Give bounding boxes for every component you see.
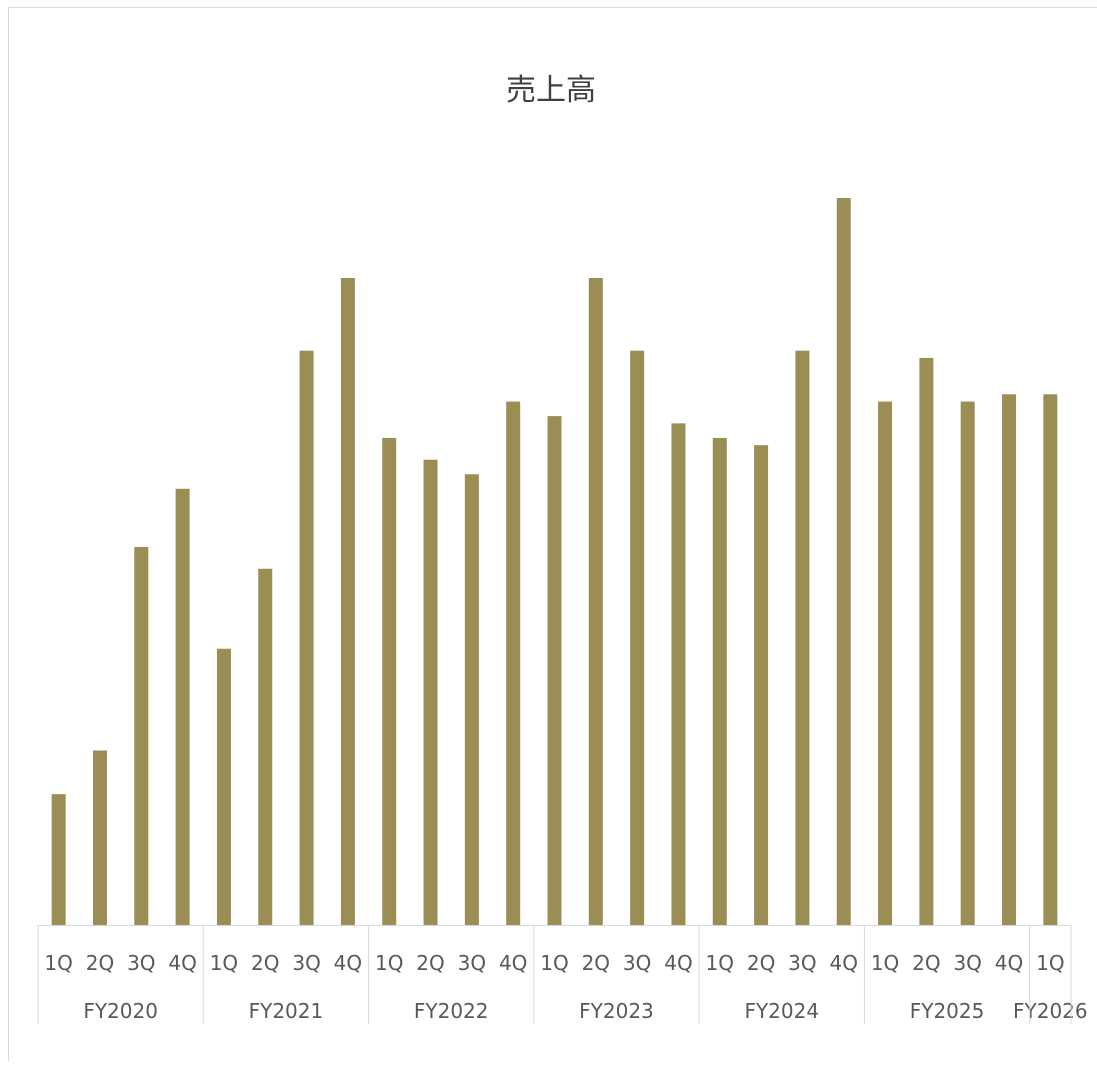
bar bbox=[341, 278, 355, 925]
bar bbox=[671, 423, 685, 925]
x-tick-label: 4Q bbox=[995, 951, 1023, 975]
x-tick-label: 3Q bbox=[292, 951, 320, 975]
bar bbox=[424, 460, 438, 925]
x-tick-label: 4Q bbox=[334, 951, 362, 975]
x-group-label: FY2021 bbox=[249, 999, 324, 1023]
x-tick-label: 1Q bbox=[44, 951, 72, 975]
x-tick-label: 3Q bbox=[788, 951, 816, 975]
x-group-label: FY2020 bbox=[83, 999, 158, 1023]
x-tick-label: 3Q bbox=[458, 951, 486, 975]
x-tick-label: 1Q bbox=[375, 951, 403, 975]
bar bbox=[548, 416, 562, 925]
bar bbox=[382, 438, 396, 925]
bar bbox=[961, 402, 975, 925]
x-tick-label: 2Q bbox=[86, 951, 114, 975]
bar bbox=[713, 438, 727, 925]
bar bbox=[630, 351, 644, 925]
bar bbox=[52, 794, 66, 925]
x-tick-label: 4Q bbox=[664, 951, 692, 975]
bar bbox=[300, 351, 314, 925]
bar bbox=[919, 358, 933, 925]
x-tick-label: 4Q bbox=[830, 951, 858, 975]
bar bbox=[589, 278, 603, 925]
x-tick-label: 3Q bbox=[127, 951, 155, 975]
bar bbox=[795, 351, 809, 925]
x-tick-label: 4Q bbox=[168, 951, 196, 975]
x-tick-label: 4Q bbox=[499, 951, 527, 975]
x-tick-label: 2Q bbox=[416, 951, 444, 975]
bar bbox=[506, 402, 520, 925]
x-tick-label: 3Q bbox=[953, 951, 981, 975]
x-tick-label: 1Q bbox=[871, 951, 899, 975]
bar bbox=[217, 649, 231, 925]
x-tick-label: 2Q bbox=[251, 951, 279, 975]
x-group-label: FY2023 bbox=[579, 999, 654, 1023]
bar bbox=[176, 489, 190, 925]
x-tick-label: 1Q bbox=[540, 951, 568, 975]
bar bbox=[93, 751, 107, 925]
x-tick-label: 1Q bbox=[1036, 951, 1064, 975]
bar bbox=[837, 198, 851, 925]
x-tick-label: 3Q bbox=[623, 951, 651, 975]
x-group-label: FY2026 bbox=[1013, 999, 1088, 1023]
x-group-label: FY2025 bbox=[910, 999, 985, 1023]
x-tick-label: 2Q bbox=[912, 951, 940, 975]
x-tick-label: 2Q bbox=[582, 951, 610, 975]
bar bbox=[134, 547, 148, 925]
x-group-label: FY2022 bbox=[414, 999, 489, 1023]
bar bbox=[878, 402, 892, 925]
x-group-label: FY2024 bbox=[744, 999, 819, 1023]
x-tick-label: 1Q bbox=[706, 951, 734, 975]
bar bbox=[1043, 394, 1057, 925]
bar bbox=[258, 569, 272, 925]
bar bbox=[754, 445, 768, 925]
x-tick-label: 2Q bbox=[747, 951, 775, 975]
bar bbox=[1002, 394, 1016, 925]
chart-title: 売上高 bbox=[506, 73, 596, 108]
x-tick-label: 1Q bbox=[210, 951, 238, 975]
bar bbox=[465, 474, 479, 925]
